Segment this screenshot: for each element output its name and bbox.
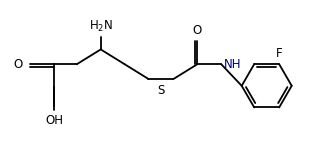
Text: OH: OH	[45, 114, 63, 127]
Text: F: F	[276, 47, 283, 60]
Text: O: O	[193, 24, 202, 37]
Text: H$_2$N: H$_2$N	[89, 18, 113, 33]
Text: S: S	[157, 84, 165, 97]
Text: O: O	[13, 58, 22, 71]
Text: NH: NH	[224, 58, 241, 71]
